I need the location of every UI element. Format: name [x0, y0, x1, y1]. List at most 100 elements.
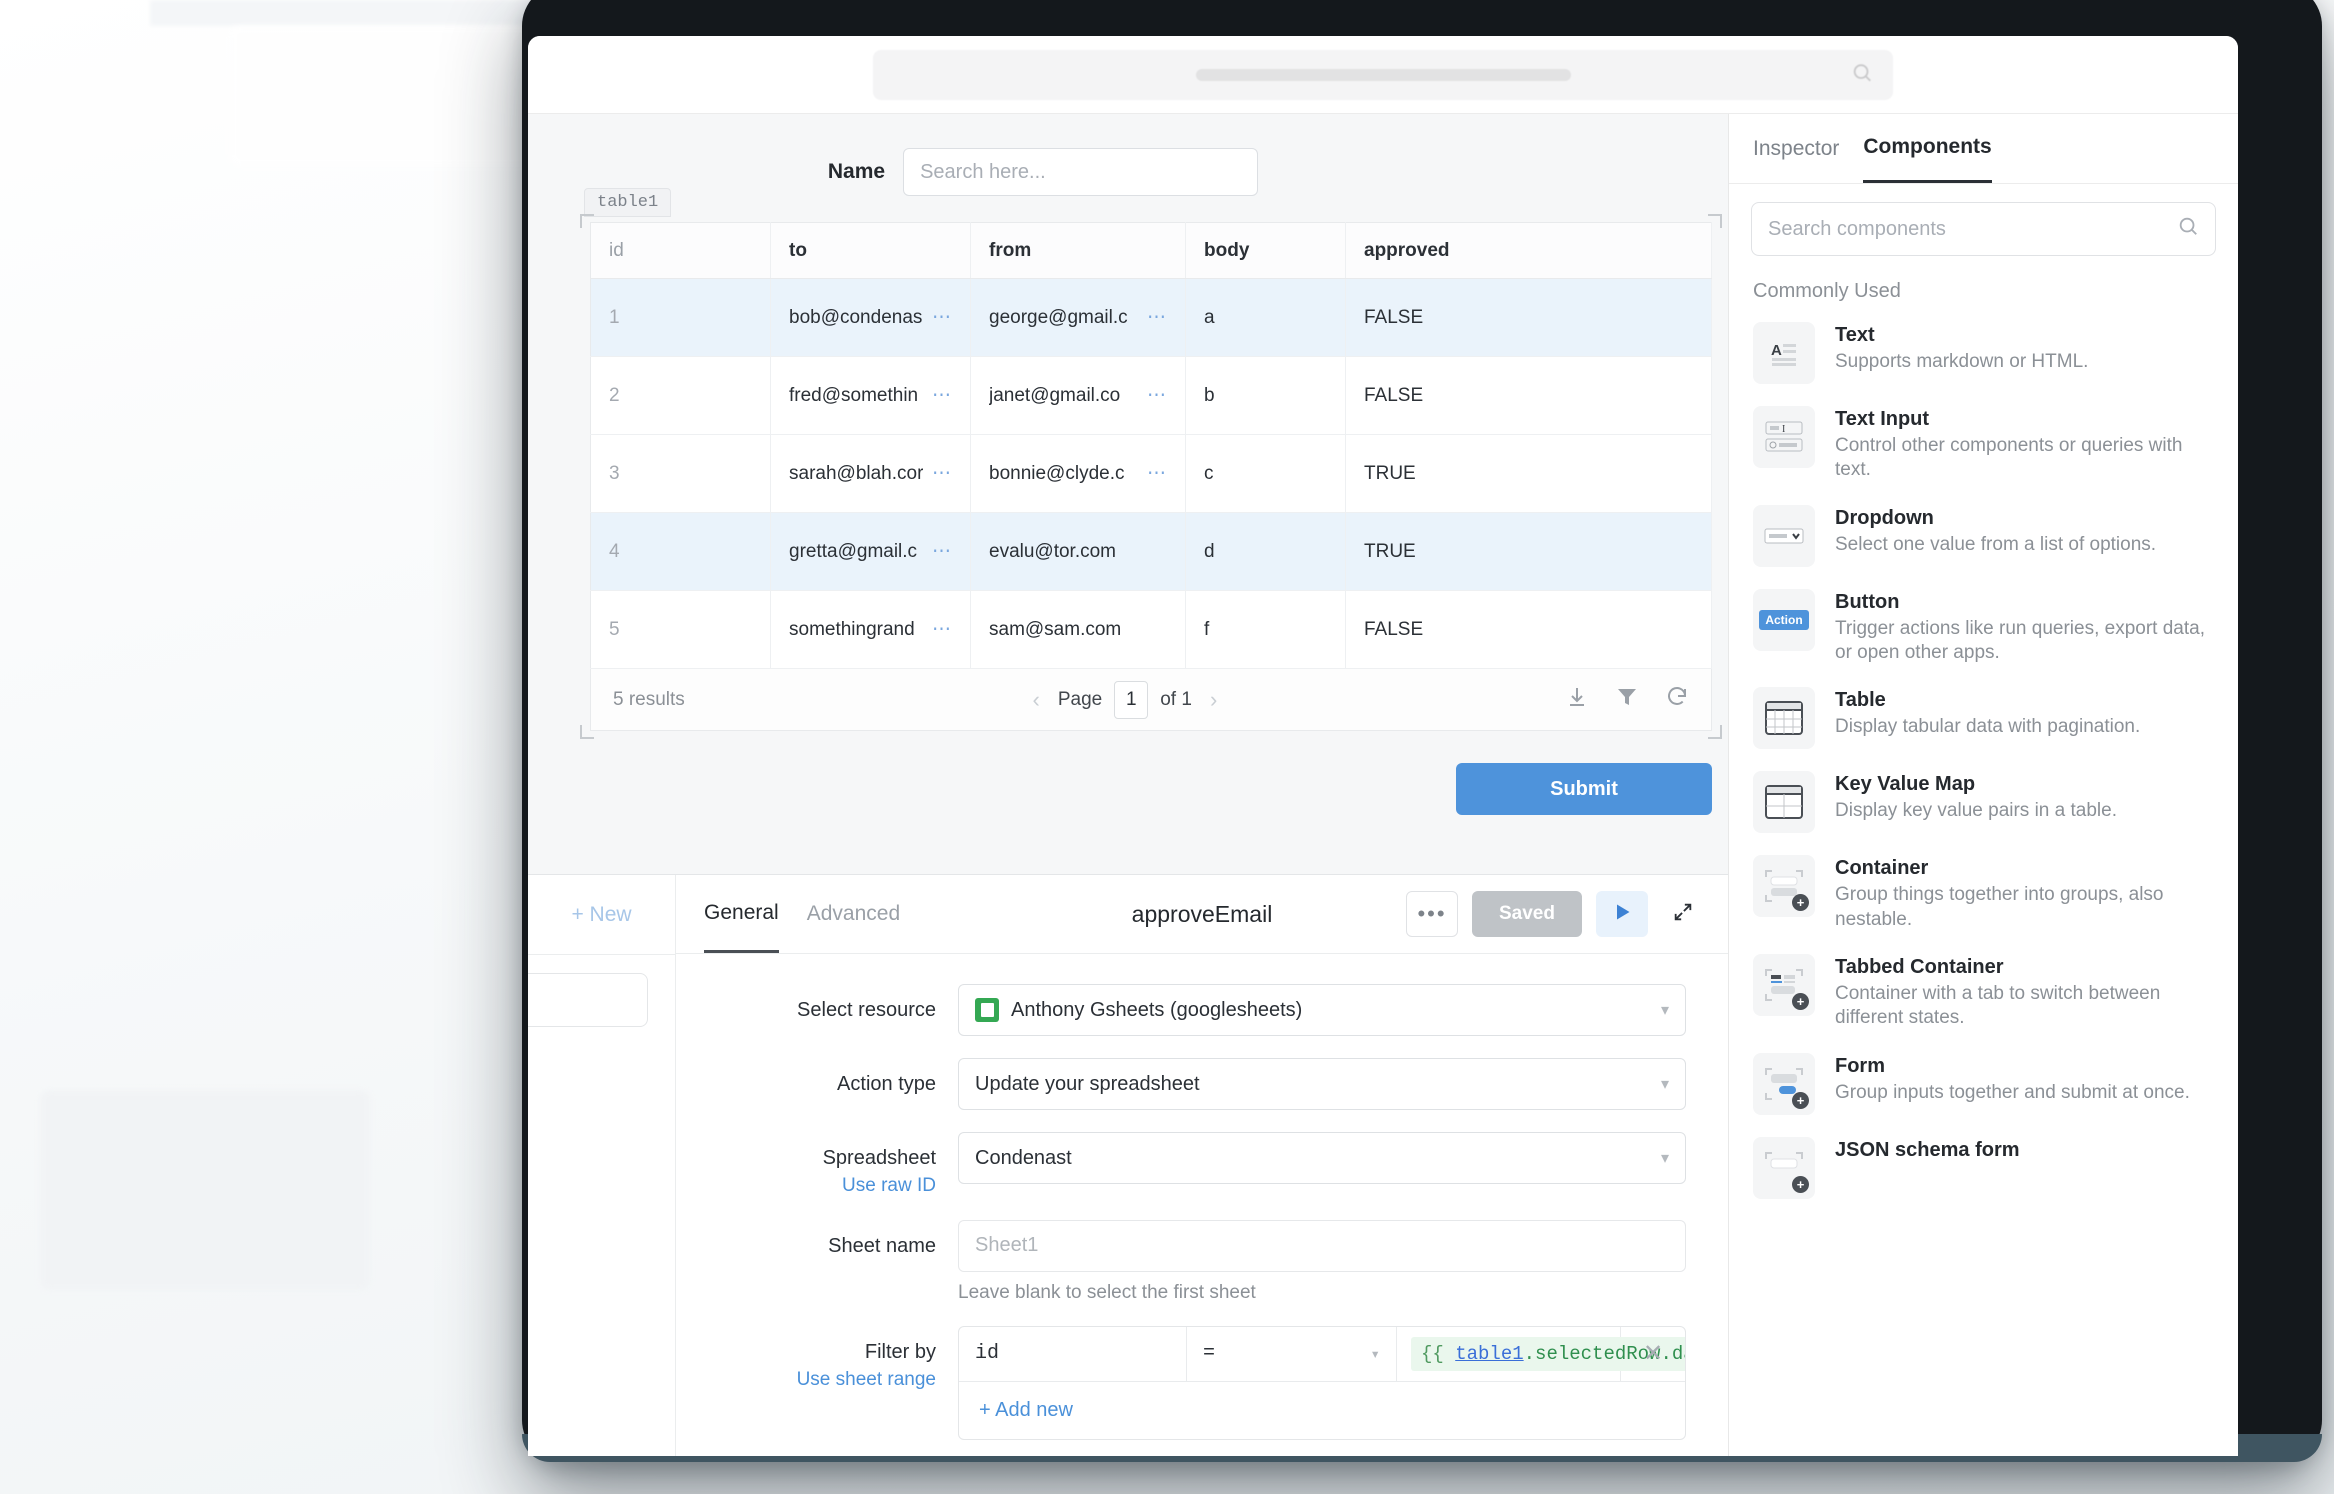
cell-id[interactable]: 4	[590, 512, 771, 591]
cell-overflow-icon[interactable]: ⋯	[932, 385, 952, 406]
sheet-name-input[interactable]: Sheet1	[958, 1219, 1686, 1272]
search-icon	[1851, 61, 1873, 88]
cell-to[interactable]: bob@condenas ⋯	[770, 278, 971, 357]
cell-overflow-icon[interactable]: ⋯	[1147, 307, 1167, 328]
expand-icon	[1672, 901, 1694, 928]
selection-handle-top-left[interactable]	[580, 214, 594, 228]
new-query-button[interactable]: + New	[528, 875, 675, 955]
selection-handle-bottom-left[interactable]	[580, 725, 594, 739]
column-header-from[interactable]: from	[970, 222, 1186, 279]
selection-handle-top-right[interactable]	[1708, 214, 1722, 228]
cell-to[interactable]: somethingrand ⋯	[770, 590, 971, 669]
close-icon[interactable]: ✕	[1642, 1340, 1664, 1368]
filter-key-input[interactable]: id	[959, 1326, 1187, 1381]
cell-body[interactable]: f	[1185, 590, 1346, 669]
cell-text: FALSE	[1364, 384, 1424, 406]
component-list-item-json-schema-form[interactable]: + JSON schema form	[1751, 1126, 2216, 1210]
column-header-body[interactable]: body	[1185, 222, 1346, 279]
cell-from[interactable]: evalu@tor.com	[970, 512, 1186, 591]
tab-general[interactable]: General	[704, 875, 779, 954]
name-search-input[interactable]: Search here...	[903, 148, 1259, 196]
filter-operator-select[interactable]: = ▾	[1187, 1326, 1397, 1381]
cell-from[interactable]: janet@gmail.co ⋯	[970, 356, 1186, 435]
expand-panel-button[interactable]	[1662, 891, 1704, 937]
selection-handle-bottom-right[interactable]	[1708, 725, 1722, 739]
cell-to[interactable]: sarah@blah.cor ⋯	[770, 434, 971, 513]
cell-overflow-icon[interactable]: ⋯	[932, 619, 952, 640]
column-header-id[interactable]: id	[590, 222, 771, 279]
component-description: Group inputs together and submit at once…	[1835, 1081, 2190, 1103]
cell-overflow-icon[interactable]: ⋯	[932, 307, 952, 328]
table-row[interactable]: 4 gretta@gmail.c ⋯ evalu@tor.com d TRUE	[590, 512, 1712, 591]
component-list-item-dropdown[interactable]: Dropdown Select one value from a list of …	[1751, 494, 2216, 578]
cell-from[interactable]: george@gmail.c ⋯	[970, 278, 1186, 357]
expr-open-brace: {{	[1421, 1342, 1444, 1365]
action-type-select[interactable]: Update your spreadsheet ▾	[958, 1058, 1686, 1111]
run-query-button[interactable]	[1596, 891, 1648, 938]
cell-text: d	[1204, 540, 1215, 562]
component-list-item-tabbed-container[interactable]: + Tabbed Container Container with a tab to…	[1751, 943, 2216, 1042]
filter-icon[interactable]	[1615, 685, 1639, 715]
tab-inspector[interactable]: Inspector	[1753, 136, 1840, 160]
save-button[interactable]: Saved	[1472, 891, 1582, 938]
chevron-left-icon[interactable]: ‹	[1032, 686, 1040, 712]
use-raw-id-link[interactable]: Use raw ID	[842, 1175, 936, 1197]
table-row[interactable]: 3 sarah@blah.cor ⋯ bonnie@clyde.c ⋯ c TRUE	[590, 434, 1712, 513]
cell-approved[interactable]: TRUE	[1345, 512, 1712, 591]
component-list-item-form[interactable]: + Form Group inputs together and submit at…	[1751, 1042, 2216, 1126]
cell-id[interactable]: 2	[590, 356, 771, 435]
tab-components[interactable]: Components	[1863, 114, 1992, 183]
tab-advanced[interactable]: Advanced	[806, 902, 901, 926]
component-list-item-table[interactable]: Table Display tabular data with paginatio…	[1751, 676, 2216, 760]
cell-overflow-icon[interactable]: ⋯	[932, 463, 952, 484]
table-row[interactable]: 1 bob@condenas ⋯ george@gmail.c ⋯ a FALSE	[590, 278, 1712, 357]
sheet-name-label: Sheet name	[828, 1234, 936, 1257]
component-list-item-container[interactable]: + Container Group things together into gro…	[1751, 844, 2216, 943]
chevron-right-icon[interactable]: ›	[1209, 686, 1218, 712]
cell-approved[interactable]: TRUE	[1345, 434, 1712, 513]
column-header-to[interactable]: to	[770, 222, 971, 279]
tabbed-container-component-icon: +	[1753, 953, 1815, 1016]
cell-id[interactable]: 3	[590, 434, 771, 513]
add-filter-button[interactable]: + Add new	[979, 1398, 1073, 1421]
cell-id[interactable]: 5	[590, 590, 771, 669]
filter-value-expression: {{ table1.selectedRow.data.id }}	[1411, 1336, 1685, 1371]
filter-value-input[interactable]: {{ table1.selectedRow.data.id }}	[1397, 1326, 1685, 1381]
cell-id[interactable]: 1	[590, 278, 771, 357]
cell-body[interactable]: d	[1185, 512, 1346, 591]
component-name: Button	[1835, 590, 1900, 613]
cell-from[interactable]: sam@sam.com	[970, 590, 1186, 669]
cell-overflow-icon[interactable]: ⋯	[932, 541, 952, 562]
topbar-search-placeholder[interactable]	[873, 49, 1893, 100]
more-options-button[interactable]: •••	[1406, 891, 1458, 938]
query-search-input[interactable]	[528, 973, 648, 1027]
table-widget[interactable]: table1 id to from body approved	[580, 188, 1722, 739]
cell-overflow-icon[interactable]: ⋯	[1147, 463, 1167, 484]
download-icon[interactable]	[1565, 685, 1589, 715]
cell-text: sarah@blah.cor	[789, 462, 924, 484]
refresh-icon[interactable]	[1665, 685, 1689, 715]
cell-to[interactable]: fred@somethin ⋯	[770, 356, 971, 435]
cell-overflow-icon[interactable]: ⋯	[1147, 385, 1167, 406]
cell-approved[interactable]: FALSE	[1345, 356, 1712, 435]
cell-approved[interactable]: FALSE	[1345, 590, 1712, 669]
use-sheet-range-link[interactable]: Use sheet range	[796, 1368, 936, 1390]
cell-body[interactable]: c	[1185, 434, 1346, 513]
submit-button[interactable]: Submit	[1456, 763, 1712, 815]
spreadsheet-select[interactable]: Condenast ▾	[958, 1132, 1686, 1185]
column-header-approved[interactable]: approved	[1345, 222, 1712, 279]
cell-from[interactable]: bonnie@clyde.c ⋯	[970, 434, 1186, 513]
cell-approved[interactable]: FALSE	[1345, 278, 1712, 357]
page-number-input[interactable]: 1	[1114, 680, 1149, 719]
resource-select[interactable]: Anthony Gsheets (googlesheets) ▾	[958, 984, 1686, 1037]
cell-body[interactable]: b	[1185, 356, 1346, 435]
cell-body[interactable]: a	[1185, 278, 1346, 357]
component-list-item-text[interactable]: A Text Supports markdown or HTML.	[1751, 311, 2216, 395]
component-search-input[interactable]: Search components	[1751, 202, 2216, 256]
component-list-item-key-value-map[interactable]: Key Value Map Display key value pairs in …	[1751, 760, 2216, 844]
cell-to[interactable]: gretta@gmail.c ⋯	[770, 512, 971, 591]
component-list-item-button[interactable]: Action Button Trigger actions like run que…	[1751, 578, 2216, 677]
component-list-item-text-input[interactable]: I Text Input Control other components or q…	[1751, 395, 2216, 494]
table-row[interactable]: 5 somethingrand ⋯ sam@sam.com f FALSE	[590, 590, 1712, 669]
table-row[interactable]: 2 fred@somethin ⋯ janet@gmail.co ⋯ b FALSE	[590, 356, 1712, 435]
